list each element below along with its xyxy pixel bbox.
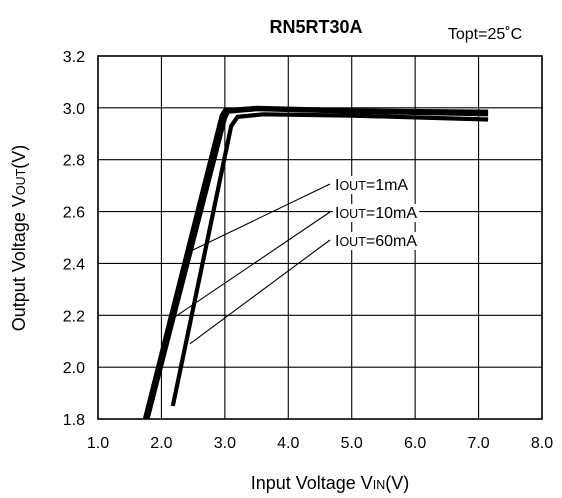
y-tick-label: 2.0 bbox=[63, 360, 85, 377]
y-tick-label: 3.2 bbox=[63, 49, 85, 66]
x-tick-label: 2.0 bbox=[150, 435, 172, 452]
x-axis-label: Input Voltage VIN(V) bbox=[251, 473, 410, 493]
x-tick-label: 4.0 bbox=[277, 435, 299, 452]
series-line bbox=[170, 112, 489, 407]
annotation-background bbox=[333, 232, 420, 250]
series-lines bbox=[142, 105, 489, 420]
x-tick-labels: 1.0 2.0 3.0 4.0 5.0 6.0 7.0 8.0 bbox=[87, 435, 553, 452]
annotation-background bbox=[333, 176, 411, 194]
y-tick-label: 2.4 bbox=[63, 256, 85, 273]
y-tick-labels: 1.8 2.0 2.2 2.4 2.6 2.8 3.0 3.2 bbox=[63, 49, 85, 429]
x-tick-label: 7.0 bbox=[467, 435, 489, 452]
y-tick-label: 1.8 bbox=[63, 412, 85, 429]
series-annotation: IOUT=60mA bbox=[335, 233, 417, 250]
annotation-background bbox=[333, 204, 420, 222]
x-tick-label: 8.0 bbox=[531, 435, 553, 452]
series-annotation: IOUT=1mA bbox=[335, 177, 408, 194]
y-axis-label: Output Voltage VOUT(V) bbox=[9, 145, 29, 332]
x-tick-label: 3.0 bbox=[214, 435, 236, 452]
x-tick-label: 6.0 bbox=[404, 435, 426, 452]
y-tick-label: 2.8 bbox=[63, 153, 85, 170]
series-annotations: IOUT=1mA IOUT=10mA IOUT=60mA bbox=[333, 176, 420, 250]
chart-title: RN5RT30A bbox=[269, 17, 362, 37]
plot-frame bbox=[97, 55, 543, 420]
annotation-leader bbox=[189, 239, 331, 345]
y-tick-label: 2.6 bbox=[63, 205, 85, 222]
x-tick-label: 1.0 bbox=[87, 435, 109, 452]
y-tick-label: 2.2 bbox=[63, 308, 85, 325]
x-tick-label: 5.0 bbox=[341, 435, 363, 452]
y-tick-label: 3.0 bbox=[63, 101, 85, 118]
temperature-condition: Topt=25˚C bbox=[448, 26, 522, 43]
series-line bbox=[145, 107, 489, 420]
series-annotation: IOUT=10mA bbox=[335, 205, 417, 222]
annotation-leader bbox=[191, 183, 331, 251]
